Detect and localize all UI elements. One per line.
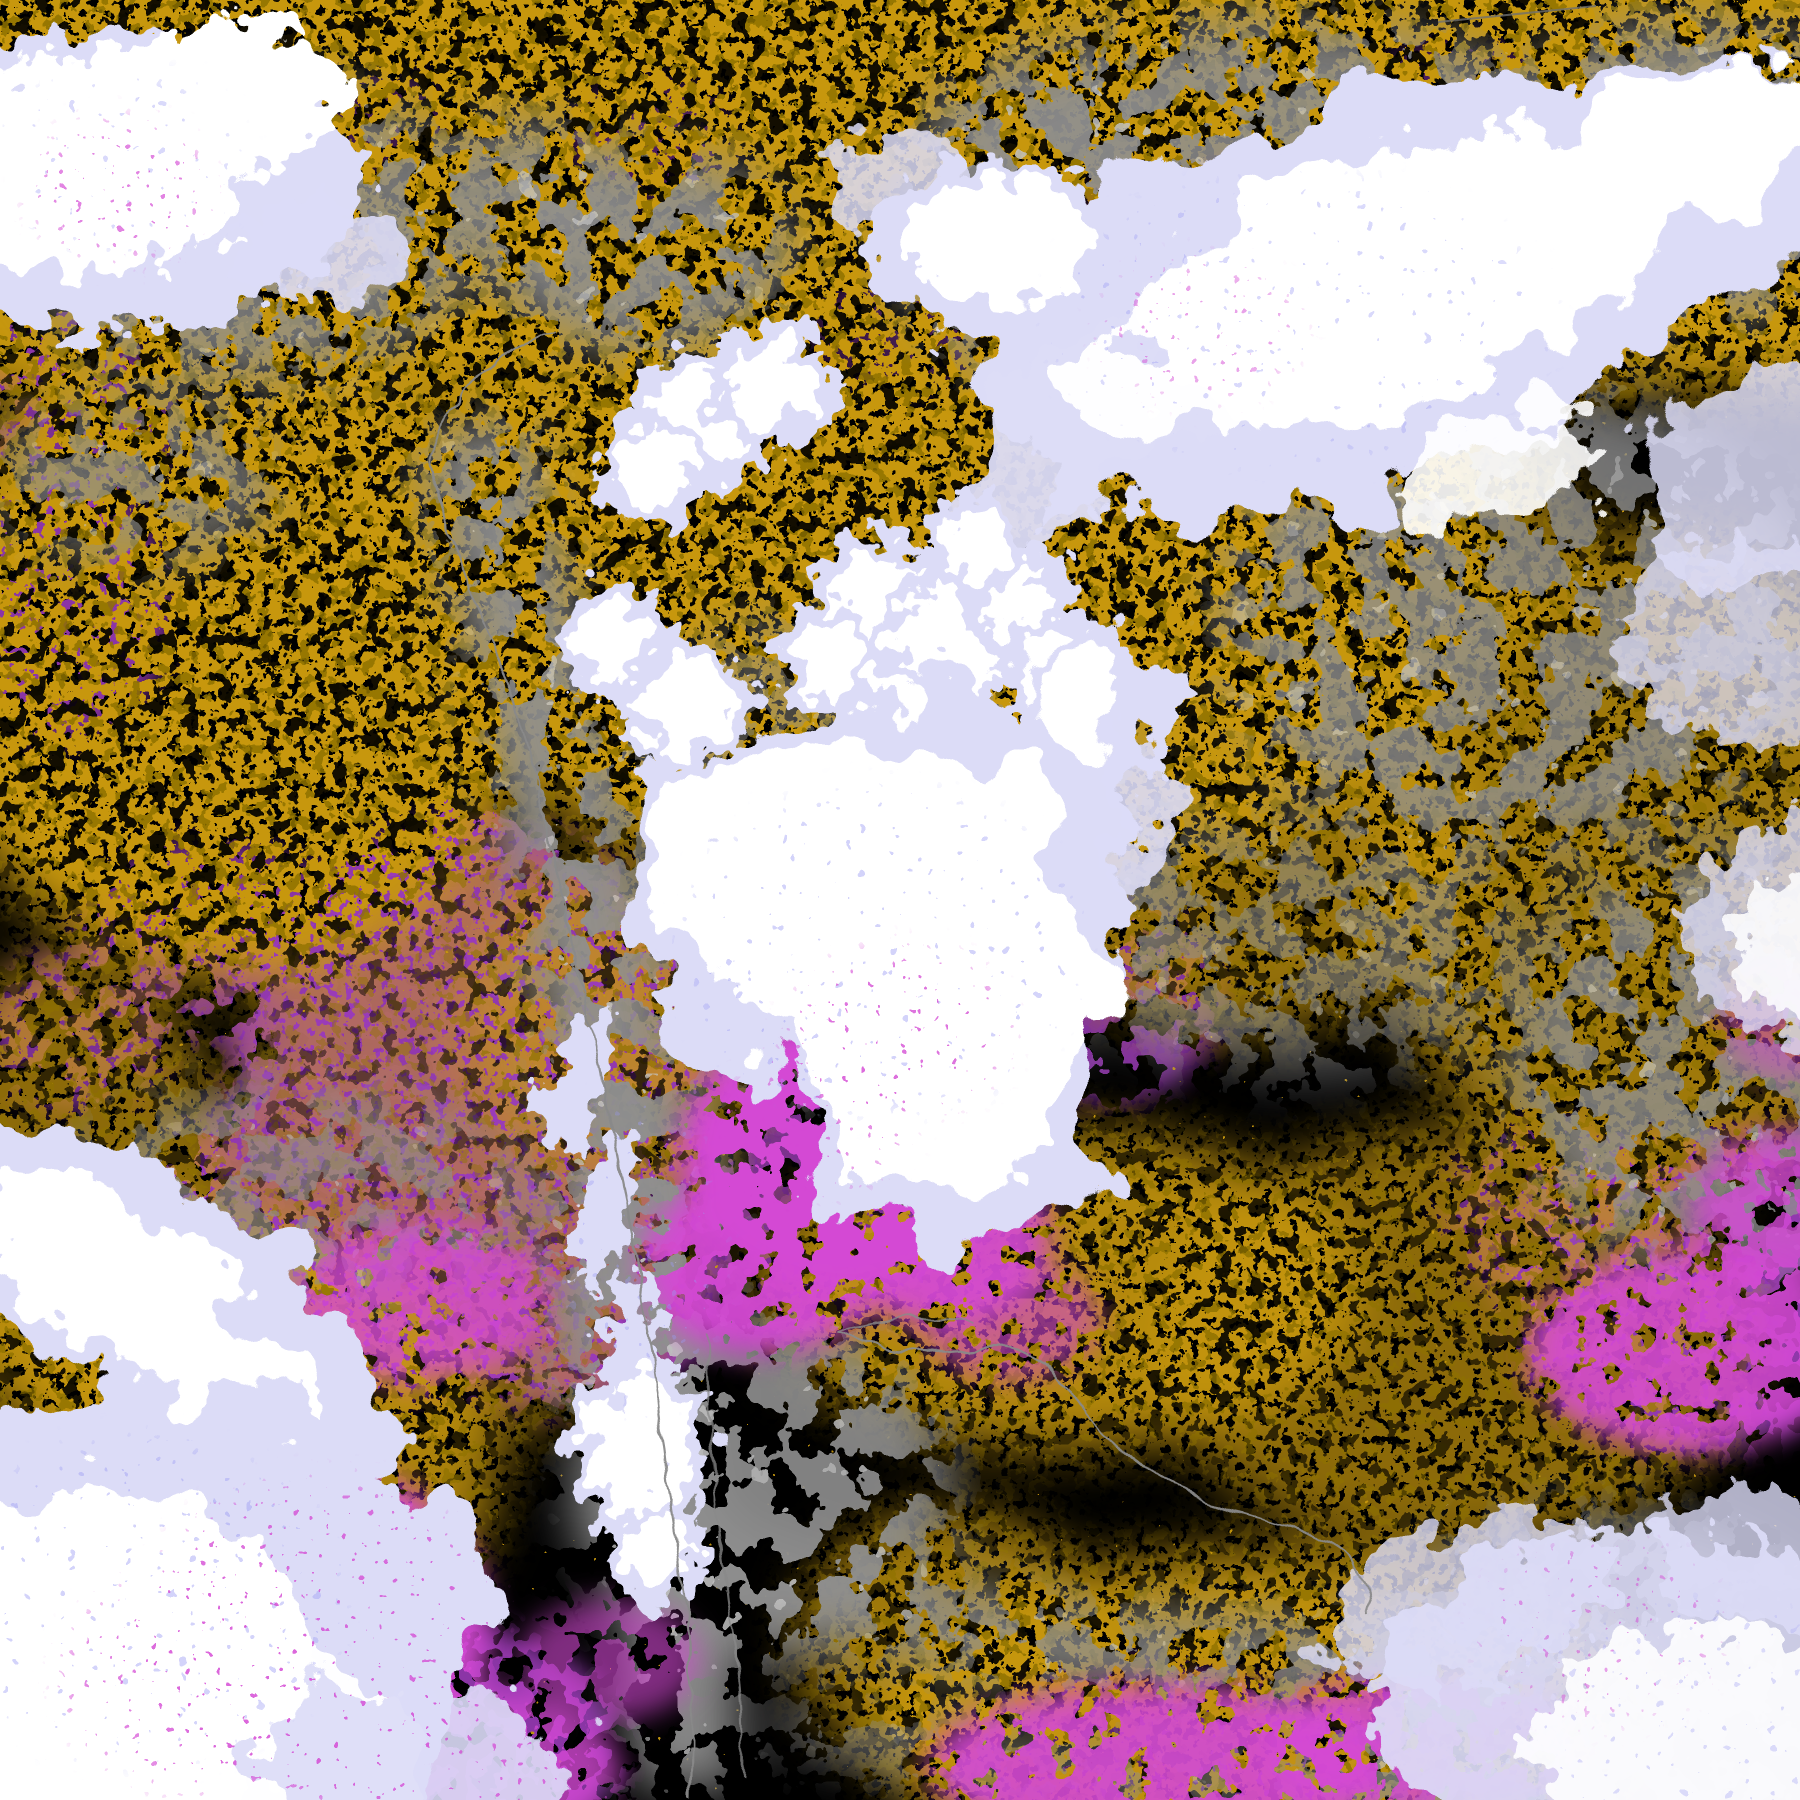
- rio-de-la-plata: [836, 1316, 974, 1334]
- pacific-coastline: [428, 464, 692, 1796]
- chile-argentina-border: [704, 1334, 744, 1778]
- peru-coast-hook: [428, 330, 560, 468]
- atlantic-coastline: [836, 1330, 1372, 1618]
- top-right-line-artifact: [1437, 5, 1597, 23]
- map-borders-overlay: [428, 330, 1372, 1796]
